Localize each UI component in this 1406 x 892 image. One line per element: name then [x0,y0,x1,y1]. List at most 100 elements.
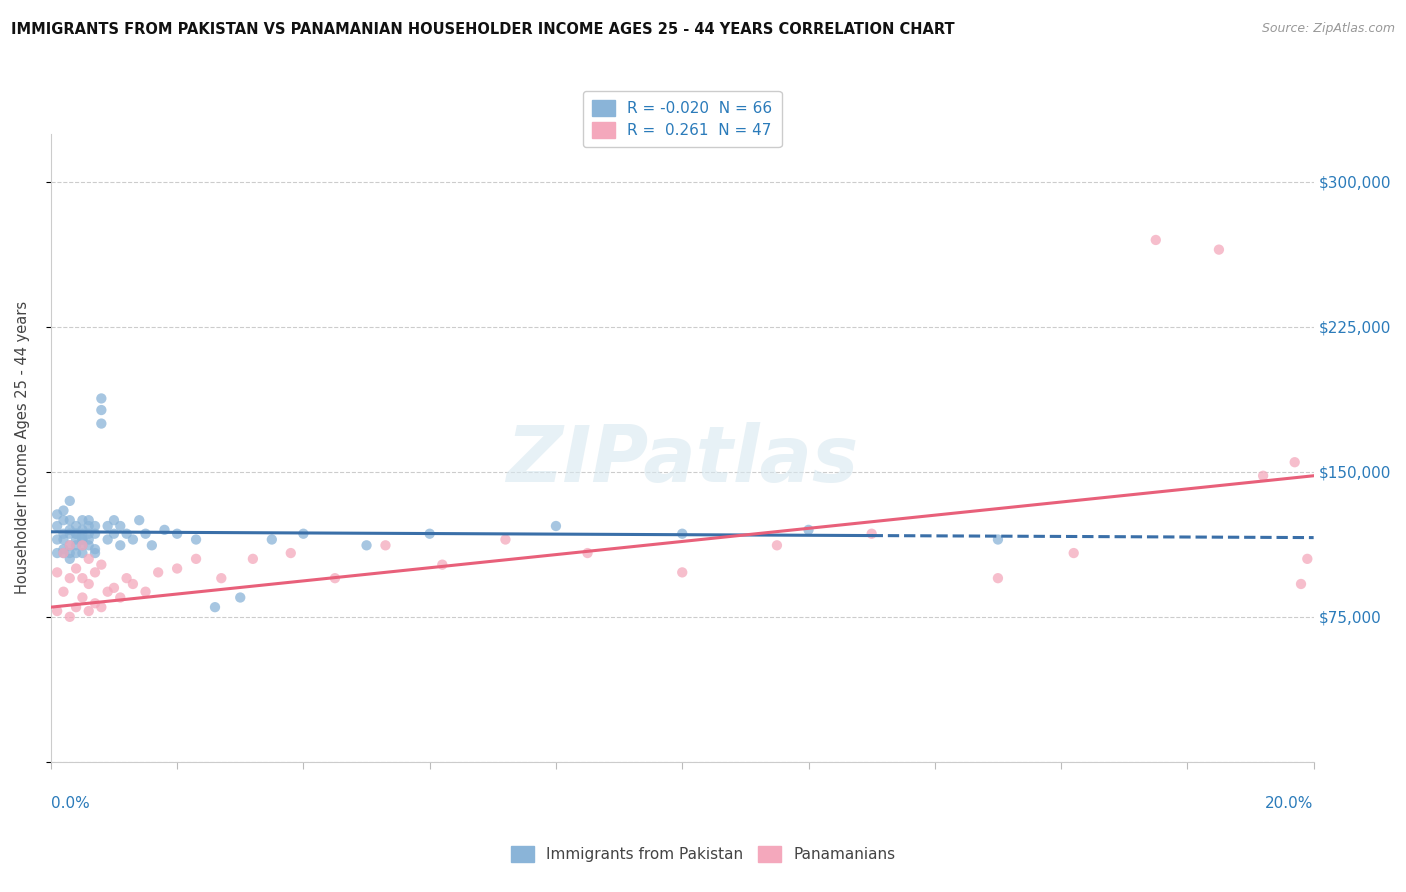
Point [77,552,100,566]
Point [184,552,207,566]
Point [59,538,82,552]
Point [260,533,283,547]
Point [90,392,112,406]
Point [65,533,87,547]
Point [1251,468,1274,483]
Point [72,546,94,560]
Point [209,571,232,585]
Point [204,600,226,615]
Point [65,526,87,541]
Point [103,513,125,527]
Point [59,538,82,552]
Point [46,519,69,533]
Point [141,538,163,552]
Point [544,519,567,533]
Point [65,526,87,541]
Point [166,561,188,575]
Point [576,546,599,560]
Point [52,546,75,560]
Text: 0.0%: 0.0% [51,797,90,812]
Point [292,526,315,541]
Point [72,513,94,527]
Point [97,533,120,547]
Point [146,566,169,580]
Point [46,508,69,522]
Point [110,591,132,605]
Text: IMMIGRANTS FROM PAKISTAN VS PANAMANIAN HOUSEHOLDER INCOME AGES 25 - 44 YEARS COR: IMMIGRANTS FROM PAKISTAN VS PANAMANIAN H… [11,22,955,37]
Point [90,600,112,615]
Point [65,519,87,533]
Point [77,519,100,533]
Point [59,513,82,527]
Point [65,546,87,560]
Legend: Immigrants from Pakistan, Panamanians: Immigrants from Pakistan, Panamanians [505,840,901,868]
Point [59,526,82,541]
Point [77,526,100,541]
Point [122,577,145,591]
Point [84,526,107,541]
Point [52,533,75,547]
Point [84,596,107,610]
Point [153,523,176,537]
Point [52,526,75,541]
Point [46,533,69,547]
Point [59,552,82,566]
Point [84,542,107,557]
Point [59,494,82,508]
Point [671,526,693,541]
Point [110,519,132,533]
Point [97,584,120,599]
Point [77,538,100,552]
Point [184,533,207,547]
Point [59,571,82,585]
Point [52,546,75,560]
Point [59,610,82,624]
Point [72,533,94,547]
Point [110,538,132,552]
Point [671,566,693,580]
Point [72,591,94,605]
Point [1296,552,1319,566]
Point [323,571,346,585]
Point [65,538,87,552]
Point [115,571,138,585]
Point [432,558,454,572]
Point [90,417,112,431]
Point [65,600,87,615]
Text: ZIPatlas: ZIPatlas [506,422,858,499]
Point [987,533,1010,547]
Point [128,513,150,527]
Point [987,571,1010,585]
Point [135,584,157,599]
Point [77,577,100,591]
Point [59,523,82,537]
Point [72,526,94,541]
Text: Source: ZipAtlas.com: Source: ZipAtlas.com [1261,22,1395,36]
Point [419,526,441,541]
Point [72,533,94,547]
Point [280,546,302,560]
Point [84,546,107,560]
Point [90,558,112,572]
Point [97,519,120,533]
Point [72,538,94,552]
Point [1208,243,1230,257]
Point [77,604,100,618]
Point [103,526,125,541]
Point [1284,455,1306,469]
Point [72,571,94,585]
Point [52,513,75,527]
Point [52,542,75,557]
Point [494,533,516,547]
Point [1063,546,1085,560]
Point [356,538,378,552]
Point [166,526,188,541]
Point [59,546,82,560]
Point [229,591,252,605]
Point [90,403,112,417]
Point [46,566,69,580]
Point [860,526,883,541]
Text: 20.0%: 20.0% [1265,797,1313,812]
Legend: R = -0.020  N = 66, R =  0.261  N = 47: R = -0.020 N = 66, R = 0.261 N = 47 [583,91,782,147]
Point [766,538,789,552]
